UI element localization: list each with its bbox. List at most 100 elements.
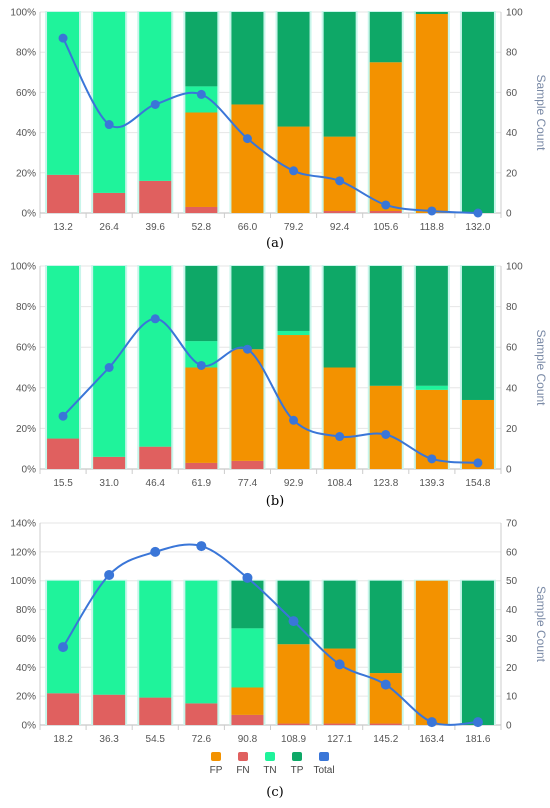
x-tick-label: 139.3 [419, 478, 444, 489]
total-point [426, 717, 437, 728]
total-point [334, 659, 345, 670]
panel-label: (b) [266, 494, 284, 509]
legend-swatch-fp [211, 752, 221, 761]
x-tick-label: 132.0 [465, 222, 490, 233]
bar-fn [231, 714, 264, 725]
y-left-tick-label: 20% [16, 168, 36, 179]
legend-label-tp: TP [291, 765, 304, 776]
legend-swatch-fn [238, 752, 248, 761]
bar-tn [185, 580, 218, 704]
y-right-tick-label: 10 [506, 692, 518, 703]
bar-fp [323, 367, 356, 469]
y-right-tick-label: 60 [506, 547, 518, 558]
bar-fp [231, 349, 264, 461]
x-tick-label: 105.6 [373, 222, 398, 233]
y-right-axis-label: Sample Count [534, 74, 548, 151]
bar-fn [323, 210, 356, 213]
bar-tn [139, 266, 172, 447]
x-tick-label: 13.2 [53, 222, 73, 233]
y-right-axis-label: Sample Count [534, 586, 548, 663]
bar-tp [323, 580, 356, 649]
bar-fn [323, 723, 356, 725]
bar-fn [369, 210, 402, 213]
total-point [58, 411, 68, 421]
total-point [427, 454, 437, 464]
bar-tp [277, 266, 310, 331]
bar-fp [185, 367, 218, 463]
x-tick-label: 92.9 [284, 478, 304, 489]
bar-tn [93, 12, 126, 193]
panel-label: (c) [266, 785, 283, 800]
legend-swatch-total [319, 752, 329, 761]
bar-tp [461, 266, 494, 400]
bar-fn [185, 462, 218, 469]
x-tick-label: 15.5 [53, 478, 73, 489]
bar-fn [277, 723, 310, 725]
x-tick-label: 154.8 [465, 478, 490, 489]
bar-fn [47, 174, 80, 213]
y-left-tick-label: 60% [16, 634, 36, 645]
total-point [473, 458, 483, 468]
bar-tp [277, 580, 310, 645]
bar-fp [231, 104, 264, 213]
total-point [473, 208, 483, 218]
y-right-tick-label: 100 [506, 8, 523, 19]
bar-fp [231, 687, 264, 715]
bar-tp [369, 580, 402, 674]
bar-tp [323, 266, 356, 368]
bar-tn [139, 12, 172, 181]
total-point [150, 314, 160, 324]
bar-fn [93, 456, 126, 469]
x-tick-label: 145.2 [373, 734, 398, 745]
x-tick-label: 127.1 [327, 734, 352, 745]
x-tick-label: 108.4 [327, 478, 352, 489]
y-right-tick-label: 100 [506, 262, 523, 273]
bar-tp [415, 266, 448, 386]
total-point [472, 717, 483, 728]
x-tick-label: 163.4 [419, 734, 444, 745]
x-tick-label: 123.8 [373, 478, 398, 489]
y-left-tick-label: 0% [22, 209, 37, 220]
x-tick-label: 54.5 [146, 734, 166, 745]
bar-fn [139, 697, 172, 725]
bar-fn [47, 693, 80, 725]
total-point [150, 546, 161, 557]
total-point [289, 166, 299, 176]
y-left-tick-label: 80% [16, 605, 36, 616]
x-tick-label: 92.4 [330, 222, 350, 233]
x-tick-label: 18.2 [53, 734, 73, 745]
bar-fp [185, 112, 218, 207]
x-tick-label: 108.9 [281, 734, 306, 745]
total-point [381, 200, 391, 210]
y-right-tick-label: 0 [506, 465, 512, 476]
legend-label-total: Total [313, 765, 334, 776]
total-point [381, 429, 391, 439]
total-point [288, 616, 299, 627]
total-series-line [62, 37, 478, 214]
x-tick-label: 77.4 [238, 478, 258, 489]
bar-fp [415, 14, 448, 214]
bar-tn [415, 385, 448, 390]
bar-tn [93, 580, 126, 695]
total-series-line [62, 543, 478, 726]
y-right-tick-label: 60 [506, 88, 518, 99]
legend-label-fn: FN [236, 765, 249, 776]
bar-fp [415, 580, 448, 725]
y-left-tick-label: 20% [16, 692, 36, 703]
bar-tp [185, 12, 218, 87]
bar-fp [277, 644, 310, 724]
y-right-tick-label: 40 [506, 383, 518, 394]
total-point [335, 176, 345, 186]
legend-label-tn: TN [263, 765, 276, 776]
bar-tn [47, 266, 80, 439]
bar-tp [185, 266, 218, 342]
bar-tp [231, 12, 264, 105]
bar-fp [369, 62, 402, 211]
total-point [242, 572, 253, 583]
total-point [104, 569, 115, 580]
total-point [242, 344, 252, 354]
bar-fp [277, 335, 310, 469]
bar-tn [231, 628, 264, 688]
y-left-tick-label: 40% [16, 383, 36, 394]
